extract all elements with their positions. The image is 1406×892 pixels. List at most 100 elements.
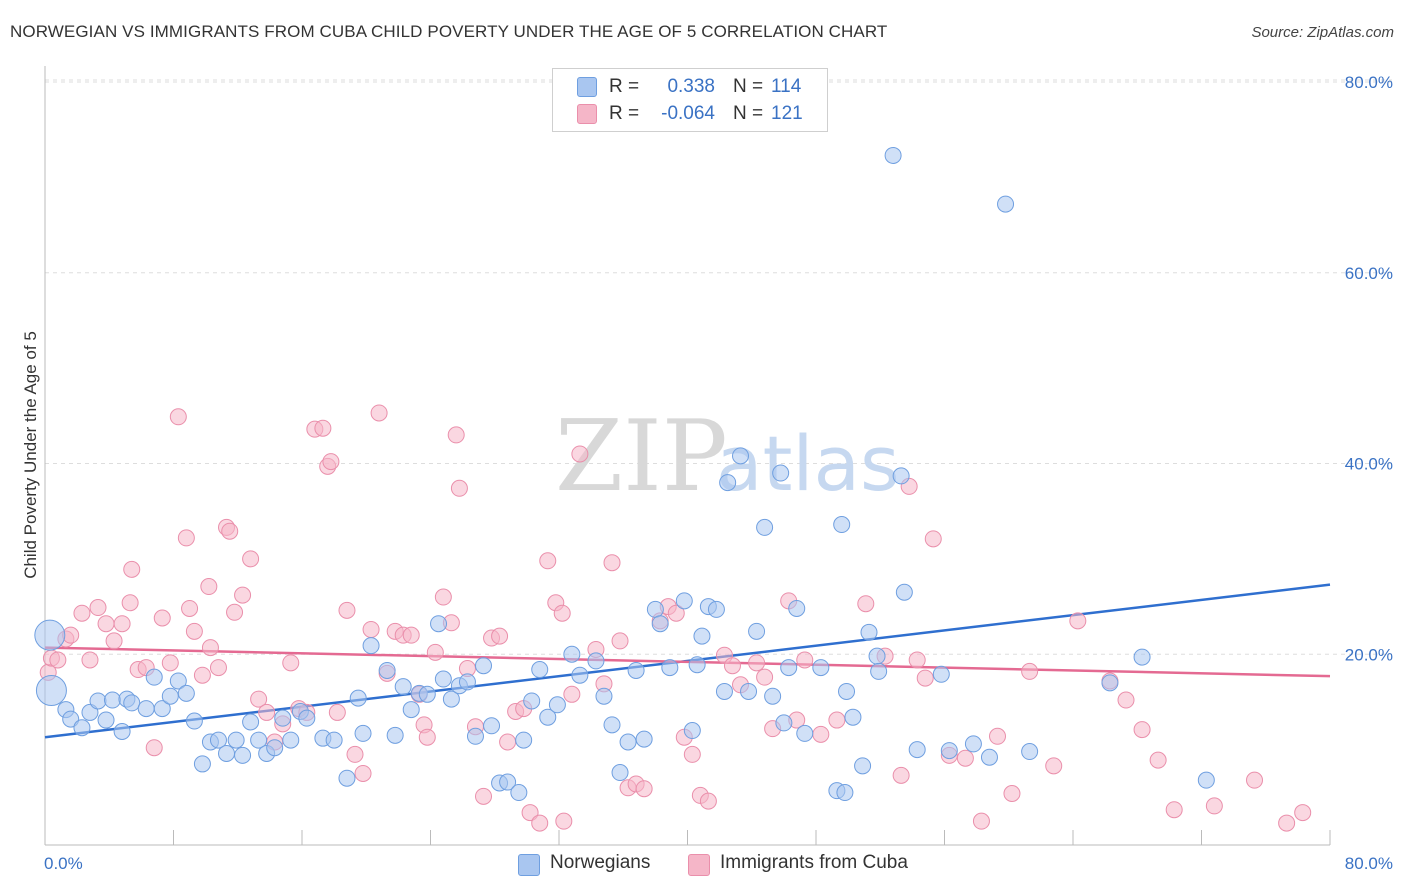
point-cuba — [418, 728, 436, 746]
point-cuba — [635, 780, 653, 798]
legend-r-label: R = — [609, 76, 640, 97]
point-norwegians — [836, 784, 854, 802]
point-cuba — [1205, 797, 1223, 815]
point-cuba — [113, 615, 131, 633]
point-cuba — [1045, 757, 1063, 775]
point-cuba — [121, 594, 139, 612]
point-norwegians — [349, 689, 367, 707]
point-norwegians — [510, 784, 528, 802]
point-norwegians — [1101, 674, 1119, 692]
legend-swatch-norwegians — [577, 77, 597, 97]
point-norwegians — [515, 731, 533, 749]
point-norwegians — [1133, 648, 1151, 666]
point-cuba — [1246, 771, 1264, 789]
point-norwegians — [466, 727, 484, 745]
legend-n-label: N = — [733, 76, 764, 97]
point-norwegians — [812, 659, 830, 677]
point-norwegians — [788, 599, 806, 617]
point-cuba — [258, 703, 276, 721]
y-tick-label: 60.0% — [1345, 264, 1393, 283]
point-norwegians — [394, 678, 412, 696]
point-cuba — [450, 479, 468, 497]
point-norwegians — [1197, 771, 1215, 789]
point-norwegians — [234, 746, 252, 764]
point-cuba — [531, 814, 549, 832]
point-norwegians — [209, 731, 227, 749]
point-norwegians — [97, 711, 115, 729]
point-cuba — [1021, 662, 1039, 680]
axes — [44, 66, 1331, 846]
point-norwegians — [661, 659, 679, 677]
point-cuba — [699, 792, 717, 810]
point-cuba — [242, 550, 260, 568]
point-norwegians — [627, 661, 645, 679]
point-norwegians — [113, 723, 131, 741]
point-cuba — [185, 622, 203, 640]
point-cuba — [169, 408, 187, 426]
trend-line-cuba — [44, 646, 1331, 678]
point-norwegians — [675, 592, 693, 610]
point-cuba — [145, 739, 163, 757]
x-tick-label: 0.0% — [44, 854, 83, 873]
point-norwegians — [603, 716, 621, 734]
point-cuba — [892, 766, 910, 784]
point-norwegians — [145, 668, 163, 686]
point-norwegians — [870, 662, 888, 680]
point-norwegians — [688, 656, 706, 674]
point-cuba — [328, 703, 346, 721]
point-cuba — [123, 560, 141, 578]
point-cuba — [346, 745, 364, 763]
point-cuba — [73, 604, 91, 622]
point-cuba — [916, 669, 934, 687]
point-cuba — [475, 787, 493, 805]
point-norwegians — [892, 467, 910, 485]
point-cuba — [521, 804, 539, 822]
point-cuba — [667, 604, 685, 622]
point-norwegians — [571, 666, 589, 684]
point-cuba — [322, 453, 340, 471]
point-norwegians — [442, 690, 460, 708]
point-cuba — [161, 654, 179, 672]
point-cuba — [402, 626, 420, 644]
point-norwegians — [646, 600, 664, 618]
legend-n-value: 114 — [771, 76, 802, 97]
point-cuba — [756, 668, 774, 686]
point-norwegians — [611, 764, 629, 782]
grid-lines — [45, 79, 1392, 655]
point-norwegians — [775, 714, 793, 732]
legend-label-cuba: Immigrants from Cuba — [720, 852, 908, 873]
point-cuba — [177, 529, 195, 547]
point-cuba — [812, 725, 830, 743]
point-cuba — [571, 445, 589, 463]
point-norwegians — [748, 622, 766, 640]
point-cuba — [338, 601, 356, 619]
point-norwegians — [619, 733, 637, 751]
point-norwegians — [434, 670, 452, 688]
legend-n-label: N = — [733, 103, 764, 124]
point-cuba — [1278, 814, 1296, 832]
point-cuba — [553, 604, 571, 622]
point-norwegians — [483, 717, 501, 735]
chart-title: NORWEGIAN VS IMMIGRANTS FROM CUBA CHILD … — [10, 22, 888, 41]
point-norwegians — [980, 748, 998, 766]
series-norwegians — [34, 146, 1215, 802]
point-cuba — [282, 654, 300, 672]
point-norwegians — [908, 741, 926, 759]
point-cuba — [354, 764, 372, 782]
point-cuba — [234, 586, 252, 604]
point-cuba — [611, 632, 629, 650]
point-norwegians — [740, 682, 758, 700]
legend-swatch-norwegians — [518, 854, 540, 876]
point-cuba — [683, 745, 701, 763]
point-norwegians — [833, 516, 851, 534]
point-norwegians — [548, 696, 566, 714]
point-norwegians — [362, 637, 380, 655]
point-cuba — [201, 639, 219, 657]
point-norwegians — [539, 708, 557, 726]
point-norwegians — [756, 518, 774, 536]
point-norwegians — [683, 722, 701, 740]
point-cuba — [49, 651, 67, 669]
point-norwegians — [1021, 743, 1039, 761]
point-cuba — [723, 657, 741, 675]
